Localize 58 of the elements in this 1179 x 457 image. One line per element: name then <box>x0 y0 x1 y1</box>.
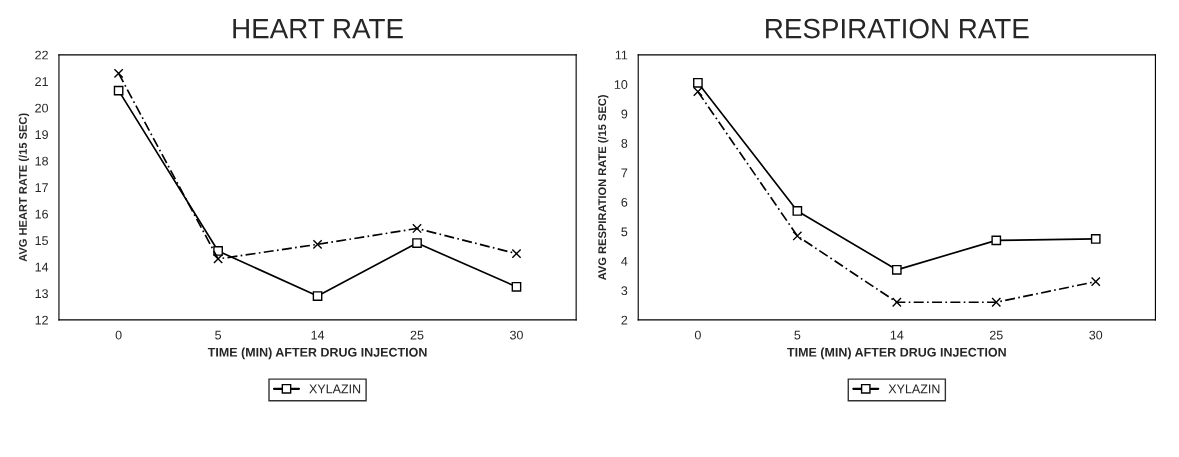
point <box>113 68 124 79</box>
y-tick-label: 15 <box>35 236 49 246</box>
y-tick-label: 3 <box>621 286 628 296</box>
y-tick-label: 16 <box>35 209 48 219</box>
y-tick-label: 14 <box>35 262 49 272</box>
point <box>693 77 703 88</box>
y-tick-label: 18 <box>35 156 48 166</box>
chart-title: RESPIRATION RATE <box>766 18 1029 39</box>
y-tick-label: 19 <box>35 130 48 140</box>
y-tick-label: 13 <box>35 289 48 299</box>
point <box>412 223 422 234</box>
point <box>1090 234 1101 244</box>
y-tick-label: 17 <box>35 183 48 192</box>
point <box>1090 276 1101 287</box>
point <box>891 297 902 308</box>
x-tick-label: 30 <box>510 330 523 340</box>
x-tick-label: 0 <box>115 330 122 340</box>
x-tick-label: 5 <box>794 330 801 340</box>
point <box>412 238 422 248</box>
y-axis-title: AVG HEART RATE (/15 SEC) <box>18 113 30 262</box>
point <box>991 235 1002 246</box>
point <box>312 239 323 250</box>
y-tick-label: 4 <box>621 256 628 266</box>
chart-title: HEART RATE <box>233 19 403 39</box>
point <box>511 281 522 292</box>
y-tick-label: 9 <box>621 109 628 119</box>
y-tick-label: 10 <box>614 80 628 89</box>
x-tick-label: 14 <box>311 330 325 340</box>
y-tick-label: 6 <box>621 197 628 207</box>
y-axis-title: AVG RESPIRATION RATE (/15 SEC) <box>597 95 609 281</box>
point <box>213 246 223 256</box>
point <box>792 231 803 241</box>
legend-label: XYLAZIN <box>309 384 361 394</box>
y-tick-label: 2 <box>621 315 628 325</box>
point <box>213 254 223 264</box>
x-tick-label: 30 <box>1089 330 1103 340</box>
x-tick-label: 0 <box>694 330 701 340</box>
x-tick-label: 25 <box>410 330 424 340</box>
x-tick-label: 25 <box>989 330 1003 340</box>
y-tick-label: 8 <box>621 138 628 148</box>
x-tick-label: 5 <box>215 330 222 340</box>
x-axis-title: TIME (MIN) AFTER DRUG INJECTION <box>207 347 427 360</box>
y-tick-label: 20 <box>35 103 49 113</box>
y-tick-label: 5 <box>621 227 628 237</box>
x-tick-label: 14 <box>890 330 904 340</box>
point <box>792 206 803 216</box>
point <box>991 297 1002 308</box>
x-axis-title: TIME (MIN) AFTER DRUG INJECTION <box>787 347 1006 360</box>
point <box>693 86 703 97</box>
y-tick-label: 12 <box>35 315 48 325</box>
y-tick-label: 21 <box>35 77 48 86</box>
point <box>891 264 902 275</box>
y-tick-label: 22 <box>35 50 48 60</box>
y-tick-label: 7 <box>621 168 628 178</box>
point <box>511 248 522 259</box>
y-tick-label: 11 <box>615 50 628 60</box>
point <box>312 291 323 301</box>
legend-label: XYLAZIN <box>888 384 940 394</box>
